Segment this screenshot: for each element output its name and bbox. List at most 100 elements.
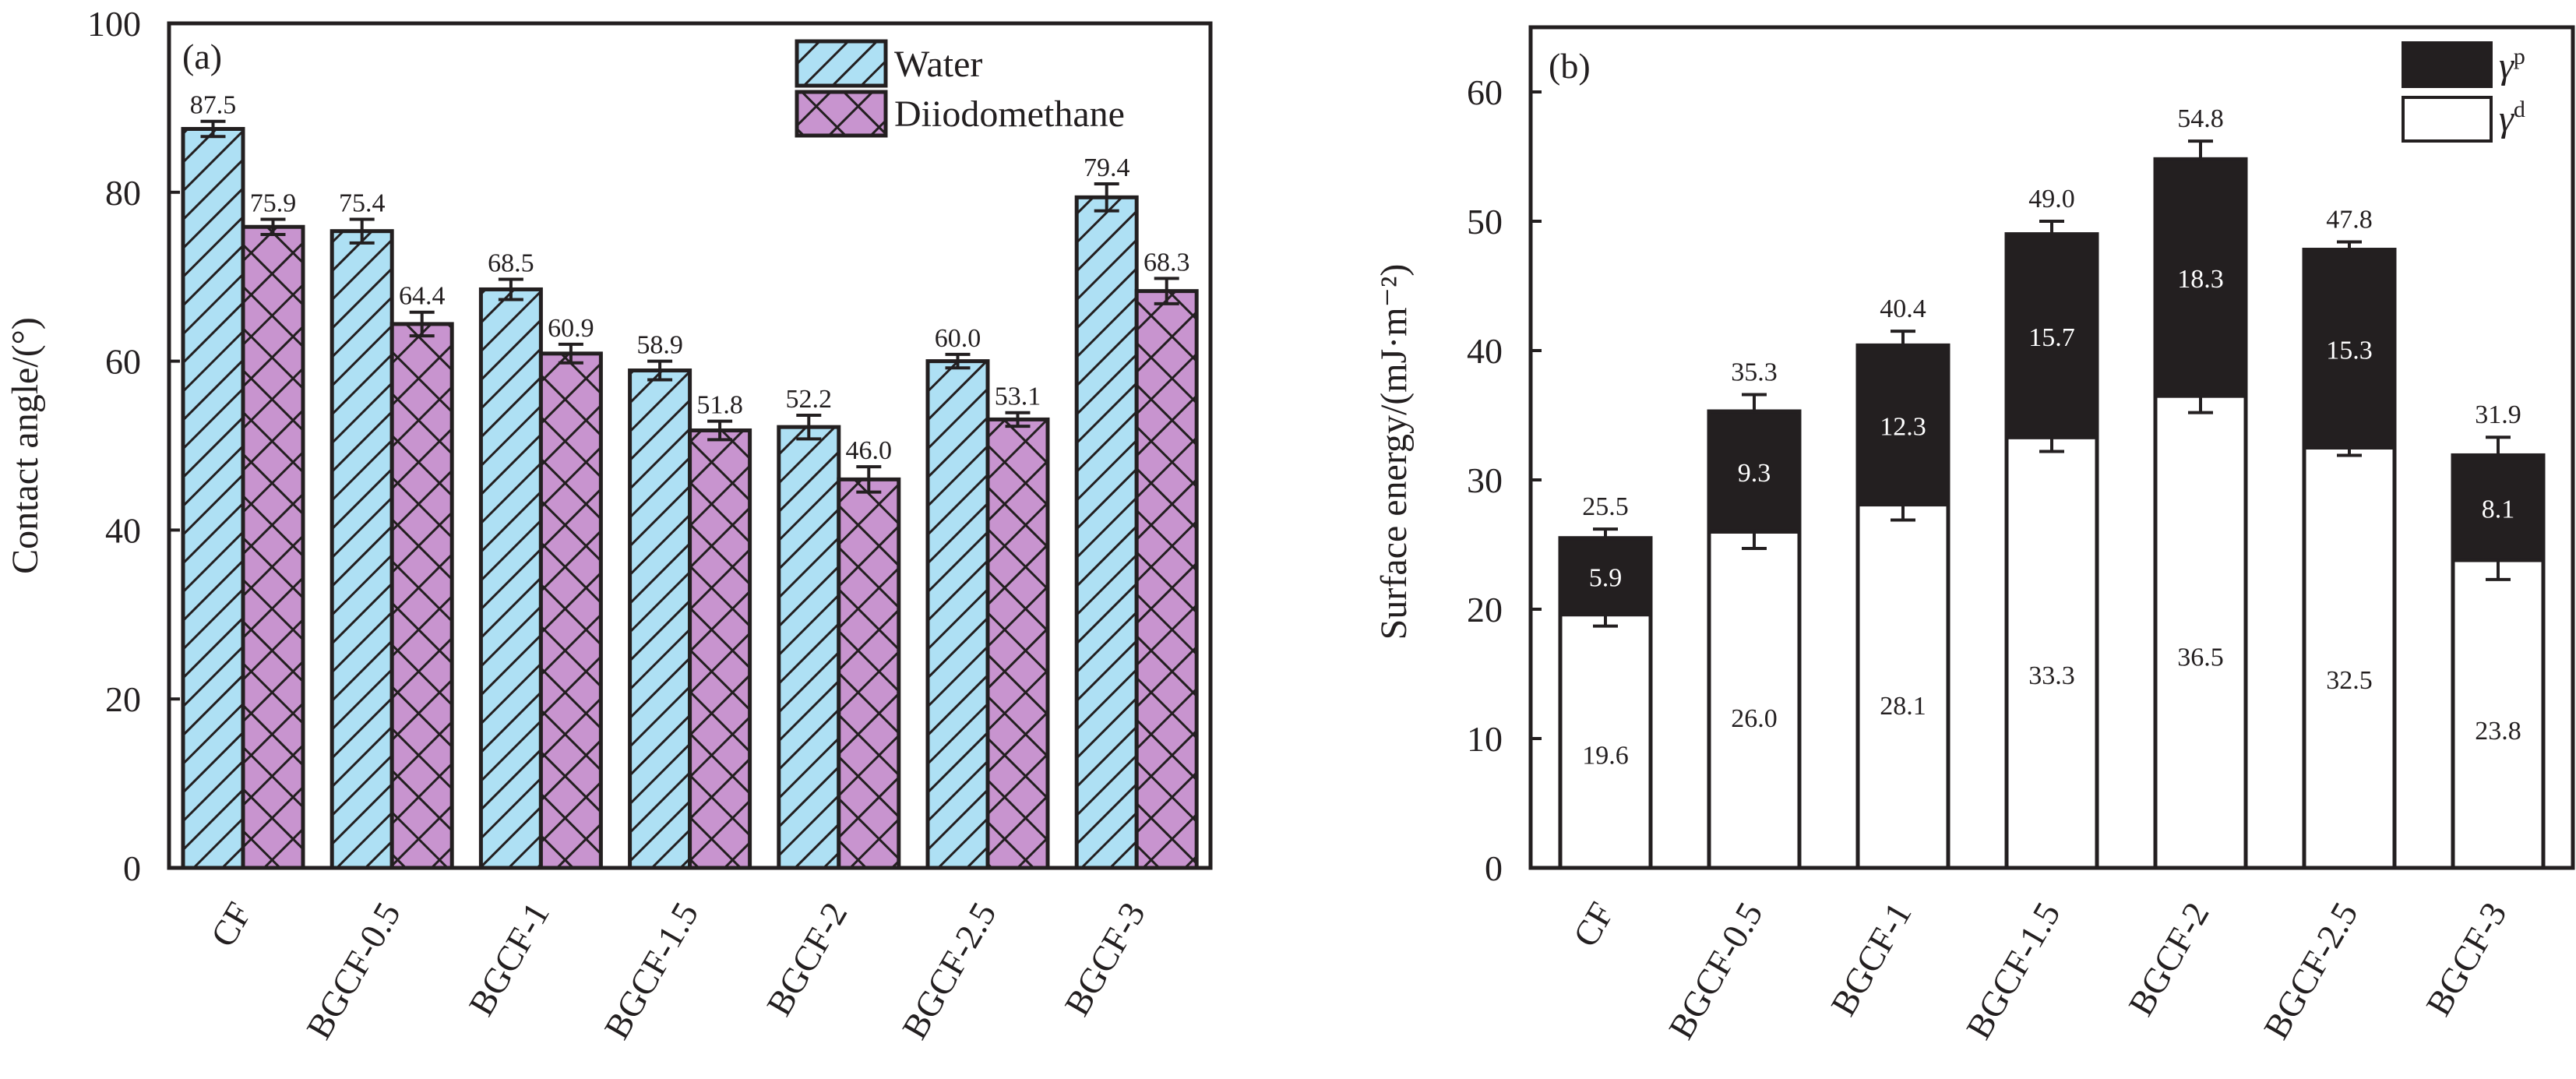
bar-water-bgcf-1 — [478, 287, 543, 870]
x-tick-label-bgcf-0-5: BGCF-0.5 — [298, 896, 408, 1046]
data-label-diiodomethane-bgcf-2-5: 53.1 — [995, 383, 1041, 411]
total-label-bgcf-2: 54.8 — [2177, 104, 2224, 133]
legend-swatch-water — [795, 39, 888, 88]
panel-a-bars — [181, 127, 1199, 870]
bar-gamma-p-bgcf-2 — [2153, 157, 2248, 398]
gamma-p-label-bgcf-0-5: 9.3 — [1738, 459, 1771, 488]
panel-a-frame — [167, 21, 1213, 870]
data-label-diiodomethane-bgcf-1-5: 51.8 — [696, 391, 743, 420]
data-label-water-bgcf-3: 79.4 — [1084, 153, 1130, 182]
panel-a-legend: Water Diiodomethane — [795, 39, 1125, 138]
gamma-p-label-bgcf-2: 18.3 — [2177, 265, 2224, 294]
y-tick-label-20: 20 — [105, 679, 141, 719]
gamma-d-label-cf: 19.6 — [1582, 742, 1629, 770]
data-label-water-bgcf-1: 68.5 — [488, 249, 534, 277]
bar-diiodomethane-bgcf-1 — [538, 351, 603, 870]
bar-gamma-d-bgcf-1-5 — [2004, 435, 2099, 870]
panel-b-error-bars — [1593, 139, 2511, 628]
total-label-bgcf-0-5: 35.3 — [1731, 358, 1778, 386]
bar-diiodomethane-cf — [241, 224, 305, 870]
data-label-diiodomethane-bgcf-1: 60.9 — [548, 314, 594, 343]
y-tick-label-0: 0 — [123, 848, 141, 888]
panel-a-data-labels: 87.5 75.9 75.4 64.4 68.5 60.9 58.9 51.8 52.2 46.0… — [190, 91, 1190, 465]
data-label-diiodomethane-bgcf-3: 68.3 — [1144, 248, 1190, 277]
legend-label-water: Water — [894, 44, 982, 85]
bar-gamma-d-bgcf-0-5 — [1707, 529, 1802, 870]
panel-a-y-ticks: 0 20 40 60 80 100 — [87, 4, 180, 888]
y-tick-label-60: 60 — [1467, 72, 1503, 112]
total-label-cf: 25.5 — [1582, 492, 1629, 521]
panel-b-y-axis-title: Surface energy/(mJ·m⁻²) — [1373, 264, 1415, 640]
bar-gamma-d-bgcf-1 — [1855, 502, 1951, 870]
bar-diiodomethane-bgcf-2 — [837, 477, 901, 870]
panel-b-y-ticks: 0 10 20 30 40 50 60 — [1467, 72, 1542, 888]
bar-water-bgcf-0-5 — [329, 229, 394, 870]
legend-label-gamma-p: γp — [2499, 44, 2525, 86]
y-tick-label-60: 60 — [105, 342, 141, 382]
panel-a-tag: (a) — [182, 37, 222, 76]
data-label-diiodomethane-bgcf-0-5: 64.4 — [399, 282, 446, 311]
bar-gamma-d-bgcf-2-5 — [2302, 446, 2397, 870]
x-tick-label-cf: CF — [1565, 896, 1621, 954]
panel-b-surface-energy: 25.5 5.9 19.6 35.3 9.3 26.0 40.4 12.3 28.1 49.0 15… — [1373, 25, 2575, 1046]
x-tick-label-bgcf-1: BGCF-1 — [461, 896, 557, 1023]
y-tick-label-0: 0 — [1485, 848, 1503, 888]
y-tick-label-40: 40 — [1467, 331, 1503, 371]
total-label-bgcf-1: 40.4 — [1880, 294, 1926, 323]
data-label-water-bgcf-0-5: 75.4 — [339, 189, 386, 217]
x-tick-label-bgcf-2: BGCF-2 — [2120, 896, 2216, 1023]
x-tick-label-bgcf-3: BGCF-3 — [1056, 896, 1152, 1023]
legend-swatch-gamma-p — [2402, 41, 2493, 88]
bar-water-bgcf-3 — [1074, 195, 1139, 870]
bar-diiodomethane-bgcf-3 — [1134, 289, 1199, 870]
panel-a-y-axis-title: Contact angle/(°) — [5, 317, 46, 574]
legend-swatch-diiodomethane — [795, 90, 888, 138]
panel-a-x-tick-labels: CF BGCF-0.5 BGCF-1 BGCF-1.5 BGCF-2 BGCF-2.5 BG… — [203, 896, 1153, 1046]
bar-gamma-p-bgcf-2-5 — [2302, 248, 2397, 450]
total-label-bgcf-3: 31.9 — [2475, 400, 2521, 429]
gamma-p-label-bgcf-2-5: 15.3 — [2326, 337, 2373, 365]
panel-b-frame — [1528, 25, 2575, 870]
total-label-bgcf-2-5: 47.8 — [2326, 206, 2373, 234]
bar-diiodomethane-bgcf-1-5 — [688, 428, 752, 870]
gamma-d-label-bgcf-3: 23.8 — [2475, 717, 2521, 746]
y-tick-label-20: 20 — [1467, 590, 1503, 629]
data-label-water-bgcf-2-5: 60.0 — [935, 324, 981, 353]
bar-gamma-p-bgcf-0-5 — [1707, 409, 1802, 534]
x-tick-label-bgcf-2: BGCF-2 — [759, 896, 855, 1023]
panel-b-data-labels: 25.5 5.9 19.6 35.3 9.3 26.0 40.4 12.3 28.1 49.0 15… — [1582, 104, 2521, 770]
y-tick-label-80: 80 — [105, 173, 141, 213]
data-label-water-bgcf-1-5: 58.9 — [636, 331, 683, 360]
gamma-d-label-bgcf-2: 36.5 — [2177, 643, 2224, 672]
legend-label-gamma-d: γd — [2499, 97, 2525, 139]
data-label-water-bgcf-2: 52.2 — [786, 385, 833, 414]
x-tick-label-bgcf-3: BGCF-3 — [2418, 896, 2514, 1023]
panel-a-error-bars — [200, 119, 1179, 494]
y-tick-label-10: 10 — [1467, 719, 1503, 759]
panel-a-contact-angle: 87.5 75.9 75.4 64.4 68.5 60.9 58.9 51.8 52.2 46.0… — [5, 4, 1213, 1046]
panel-b-bars — [1558, 157, 2546, 870]
y-tick-label-40: 40 — [105, 510, 141, 550]
bar-diiodomethane-bgcf-0-5 — [389, 322, 454, 870]
gamma-d-label-bgcf-1: 28.1 — [1880, 692, 1926, 721]
gamma-d-label-bgcf-0-5: 26.0 — [1731, 704, 1778, 733]
legend-label-diiodomethane: Diiodomethane — [894, 93, 1125, 135]
x-tick-label-bgcf-2-5: BGCF-2.5 — [2256, 896, 2366, 1046]
gamma-p-label-bgcf-1: 12.3 — [1880, 412, 1926, 441]
gamma-d-label-bgcf-1-5: 33.3 — [2028, 661, 2075, 690]
bar-water-cf — [181, 127, 245, 870]
legend-swatch-gamma-d — [2402, 96, 2493, 143]
panel-b-tag: (b) — [1549, 46, 1591, 86]
x-tick-label-bgcf-2-5: BGCF-2.5 — [894, 896, 1004, 1046]
bar-water-bgcf-2-5 — [925, 359, 990, 870]
data-label-diiodomethane-cf: 75.9 — [250, 189, 297, 217]
gamma-p-label-bgcf-1-5: 15.7 — [2028, 323, 2075, 352]
data-label-water-cf: 87.5 — [190, 91, 237, 120]
bar-water-bgcf-2 — [777, 425, 841, 870]
panel-b-legend: γp γd — [2402, 41, 2525, 143]
gamma-p-label-cf: 5.9 — [1589, 564, 1623, 593]
bar-gamma-d-bgcf-3 — [2451, 558, 2546, 870]
bar-water-bgcf-1-5 — [628, 368, 692, 870]
bar-gamma-d-bgcf-2 — [2153, 393, 2248, 870]
